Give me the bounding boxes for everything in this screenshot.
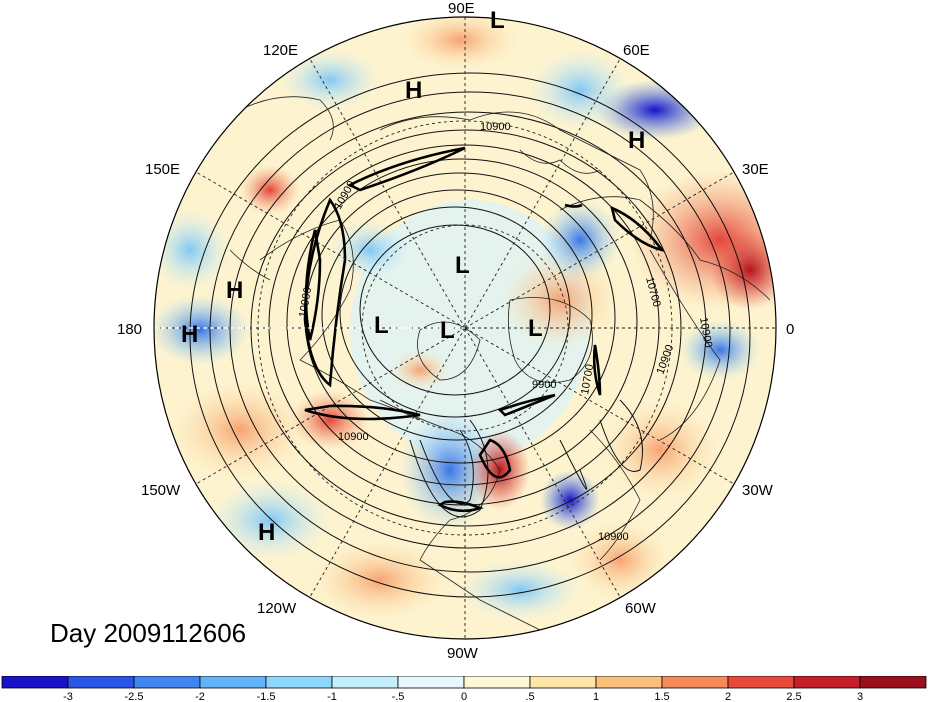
pressure-center-label: L	[528, 315, 543, 342]
lon-label: 150E	[145, 161, 180, 178]
pressure-center-label: H	[405, 77, 422, 104]
contour-value-label: 10900	[480, 121, 511, 133]
contour-value-label: 10700	[579, 363, 596, 395]
lon-label: 0	[786, 321, 794, 338]
colorbar-cell	[727, 676, 795, 689]
colorbar-tick-label: 1.5	[654, 691, 669, 702]
pressure-center-label: H	[628, 127, 645, 154]
colorbar-cell	[67, 676, 135, 689]
longitude-labels: 90E 60E 30E 0 30W 60W 90W 120W 150W 180 …	[117, 0, 794, 662]
colorbar: -3 -2.5 -2 -1.5 -1 -.5 0 .5 1 1.5 2 2.5 3	[1, 676, 927, 702]
colorbar-tick-label: 1	[593, 691, 599, 702]
lon-label: 180	[117, 321, 142, 338]
contour-value-label: 10900	[297, 286, 314, 318]
colorbar-cells	[1, 676, 927, 689]
anomaly-shading	[154, 17, 776, 639]
pressure-center-label: L	[455, 252, 470, 279]
colorbar-tick-label: 0	[461, 691, 467, 702]
contour-value-label: 9900	[532, 379, 556, 391]
polar-stereographic-map: 90E 60E 30E 0 30W 60W 90W 120W 150W 180 …	[117, 0, 794, 662]
pressure-center-label: L	[440, 317, 455, 344]
lon-label: 90W	[447, 645, 479, 662]
colorbar-cell	[529, 676, 597, 689]
pressure-center-label: H	[258, 519, 275, 546]
colorbar-cell	[595, 676, 663, 689]
lon-label: 90E	[448, 0, 475, 17]
colorbar-tick-label: -.5	[392, 691, 405, 702]
lon-label: 150W	[141, 482, 181, 499]
lon-label: 60W	[625, 600, 657, 617]
lon-label: 60E	[623, 42, 650, 59]
pressure-center-label: L	[374, 312, 389, 339]
colorbar-cell	[463, 676, 531, 689]
lon-label: 30W	[742, 482, 774, 499]
graticule	[154, 17, 776, 639]
colorbar-tick-label: -1.5	[257, 691, 276, 702]
colorbar-tick-label: .5	[525, 691, 534, 702]
pressure-centers: H L H H H L L L L H	[181, 7, 645, 546]
colorbar-cell	[661, 676, 729, 689]
map-title: Day 2009112606	[50, 618, 247, 648]
colorbar-tick-label: -2.5	[125, 691, 144, 702]
colorbar-tick-label: 2	[725, 691, 731, 702]
contour-value-label: 10900	[697, 316, 714, 348]
contour-value-label: 10900	[598, 531, 629, 543]
colorbar-cell	[1, 676, 69, 689]
colorbar-cell	[331, 676, 399, 689]
contour-value-label: 10900	[338, 431, 369, 443]
colorbar-tick-label: -2	[195, 691, 205, 702]
coastlines	[229, 96, 771, 631]
colorbar-cell	[199, 676, 267, 689]
jet-contours	[303, 146, 666, 513]
map-boundary	[153, 16, 777, 640]
pressure-center-label: H	[226, 277, 243, 304]
colorbar-cell	[859, 676, 927, 689]
colorbar-tick-label: -1	[327, 691, 337, 702]
colorbar-tick-label: -3	[63, 691, 73, 702]
lon-label: 120E	[263, 42, 298, 59]
colorbar-tick-labels: -3 -2.5 -2 -1.5 -1 -.5 0 .5 1 1.5 2 2.5 3	[63, 691, 863, 702]
colorbar-cell	[265, 676, 333, 689]
colorbar-cell	[793, 676, 861, 689]
lon-label: 120W	[257, 600, 297, 617]
colorbar-tick-label: 2.5	[786, 691, 801, 702]
pressure-center-label: L	[490, 7, 505, 34]
colorbar-cell	[397, 676, 465, 689]
colorbar-cell	[133, 676, 201, 689]
colorbar-tick-label: 3	[857, 691, 863, 702]
lon-label: 30E	[742, 161, 769, 178]
pressure-center-label: H	[181, 321, 198, 348]
